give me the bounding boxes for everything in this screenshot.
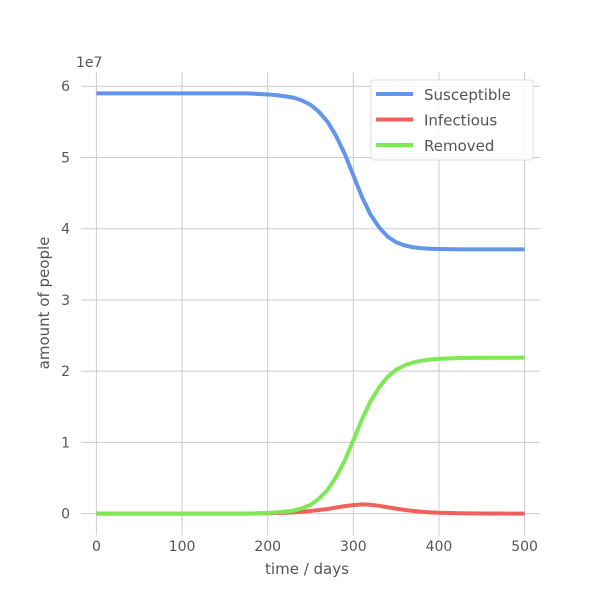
x-tick-label: 100 [169, 539, 196, 555]
x-axis-label: time / days [265, 560, 349, 578]
legend-label-removed: Removed [424, 137, 494, 155]
y-tick-label: 6 [61, 79, 70, 95]
legend: Susceptible Infectious Removed [370, 79, 534, 161]
series-line-removed [96, 355, 525, 516]
series-lines [96, 91, 525, 516]
y-tick-label: 0 [61, 507, 70, 523]
y-tick-label: 5 [61, 150, 70, 166]
x-tick-label: 200 [254, 539, 281, 555]
x-tick-label: 300 [340, 539, 367, 555]
y-tick-label: 3 [61, 293, 70, 309]
ticks: 0 100 200 300 400 500 0 1 2 3 4 5 6 [61, 79, 538, 555]
series-line-susceptible [96, 91, 525, 252]
legend-label-infectious: Infectious [424, 112, 497, 130]
y-axis-offset-label: 1e7 [76, 55, 102, 71]
y-tick-label: 2 [61, 364, 70, 380]
x-tick-label: 0 [92, 539, 101, 555]
y-axis-label: amount of people [35, 237, 53, 370]
legend-box [370, 79, 534, 161]
legend-label-susceptible: Susceptible [424, 86, 511, 104]
y-tick-label: 4 [61, 222, 70, 238]
y-tick-label: 1 [61, 435, 70, 451]
grid [81, 72, 540, 535]
x-tick-label: 400 [426, 539, 453, 555]
x-tick-label: 500 [511, 539, 538, 555]
